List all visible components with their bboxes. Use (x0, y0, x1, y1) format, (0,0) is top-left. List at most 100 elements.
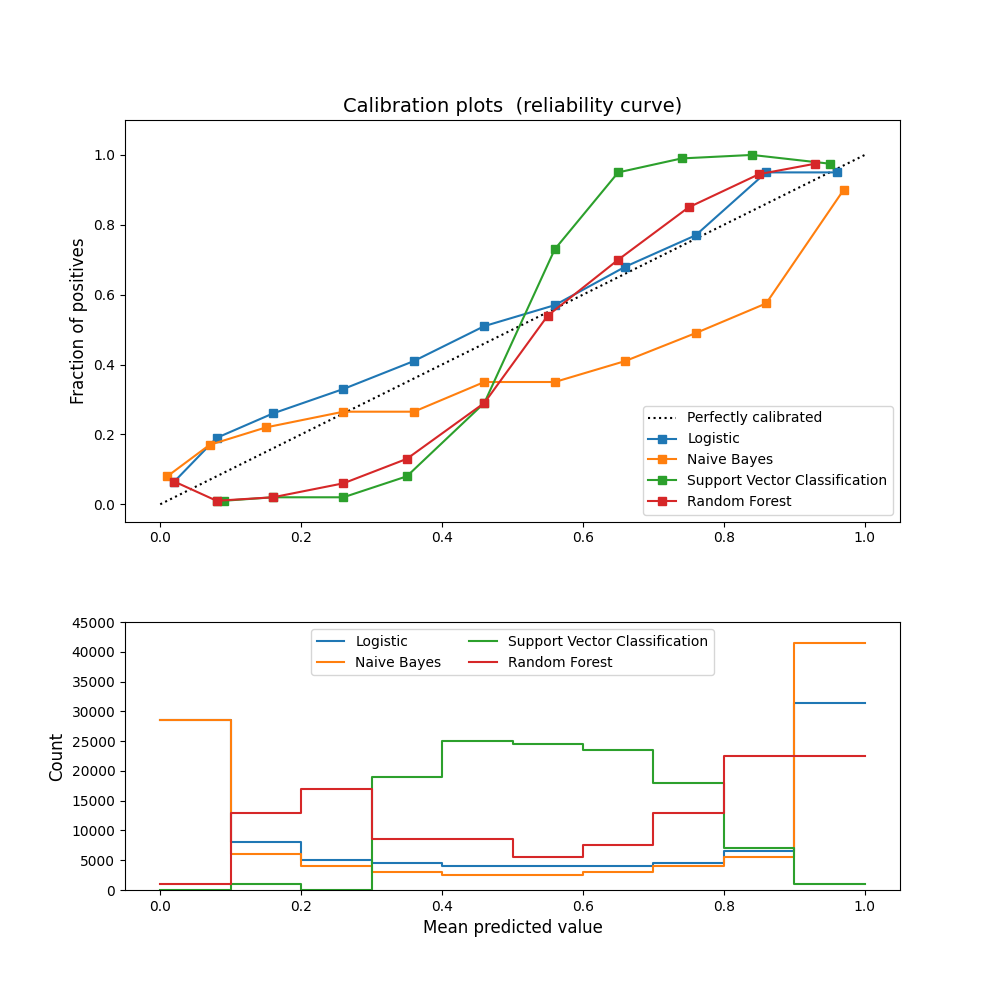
Logistic (225, 836, 237, 848)
Line: Random Forest: Random Forest (160, 756, 865, 884)
Random Forest (683, 201, 695, 213)
Naive Bayes (295, 848, 307, 860)
Title: Calibration plots  (reliability curve): Calibration plots (reliability curve) (343, 97, 682, 116)
Naive Bayes (295, 860, 307, 872)
Support Vector Classification (647, 744, 659, 756)
X-axis label: Mean predicted value: Mean predicted value (423, 919, 602, 937)
Random Forest (647, 807, 659, 819)
Naive Bayes (577, 866, 589, 878)
Support Vector Classification (612, 166, 624, 178)
Logistic (408, 355, 420, 367)
Random Forest (225, 807, 237, 819)
Random Forest (154, 878, 166, 890)
Support Vector Classification (225, 884, 237, 896)
Logistic (225, 714, 237, 726)
Logistic (718, 857, 730, 869)
Random Forest (788, 750, 800, 762)
Naive Bayes (619, 355, 631, 367)
Random Forest (577, 851, 589, 863)
Logistic (506, 860, 518, 872)
Naive Bayes (204, 439, 216, 451)
Naive Bayes (647, 860, 659, 872)
Line: Random Forest: Random Forest (170, 160, 820, 505)
Logistic (211, 432, 223, 444)
Logistic (718, 845, 730, 857)
Naive Bayes (366, 866, 378, 878)
Naive Bayes (506, 869, 518, 881)
Random Forest (542, 310, 554, 322)
Line: Naive Bayes: Naive Bayes (160, 643, 865, 875)
Naive Bayes (478, 376, 490, 388)
Support Vector Classification (824, 158, 836, 170)
Support Vector Classification (211, 495, 223, 507)
Naive Bayes (690, 327, 702, 339)
Logistic (577, 860, 589, 872)
Logistic (168, 476, 180, 488)
Legend: Logistic, Naive Bayes, Support Vector Classification, Random Forest: Logistic, Naive Bayes, Support Vector Cl… (311, 629, 714, 675)
Random Forest (366, 783, 378, 795)
Support Vector Classification (506, 738, 518, 750)
Naive Bayes (577, 869, 589, 881)
Logistic (859, 697, 871, 709)
Logistic (831, 166, 843, 178)
Random Forest (168, 476, 180, 488)
Naive Bayes (260, 421, 272, 433)
Random Forest (718, 807, 730, 819)
Logistic (436, 857, 448, 869)
Logistic (366, 857, 378, 869)
Line: Naive Bayes: Naive Bayes (163, 186, 848, 480)
Naive Bayes (436, 869, 448, 881)
Logistic (619, 261, 631, 273)
Support Vector Classification (478, 397, 490, 409)
Random Forest (436, 833, 448, 845)
Line: Support Vector Classification: Support Vector Classification (160, 741, 865, 890)
Support Vector Classification (295, 884, 307, 896)
Naive Bayes (366, 860, 378, 872)
Random Forest (436, 833, 448, 845)
Logistic (577, 860, 589, 872)
Line: Logistic: Logistic (160, 703, 865, 866)
Support Vector Classification (218, 495, 230, 507)
Logistic (788, 845, 800, 857)
Random Forest (753, 168, 765, 180)
Random Forest (506, 851, 518, 863)
Line: Logistic: Logistic (170, 168, 841, 486)
Naive Bayes (647, 866, 659, 878)
Support Vector Classification (718, 777, 730, 789)
Random Forest (295, 807, 307, 819)
Naive Bayes (506, 869, 518, 881)
Support Vector Classification (746, 149, 758, 161)
Support Vector Classification (859, 878, 871, 890)
Random Forest (506, 833, 518, 845)
Random Forest (647, 839, 659, 851)
Random Forest (225, 878, 237, 890)
Logistic (267, 407, 279, 419)
Legend: Perfectly calibrated, Logistic, Naive Bayes, Support Vector Classification, Rand: Perfectly calibrated, Logistic, Naive Ba… (643, 406, 893, 515)
Random Forest (718, 750, 730, 762)
Support Vector Classification (436, 735, 448, 747)
Logistic (549, 299, 561, 311)
Support Vector Classification (718, 842, 730, 854)
Naive Bayes (436, 866, 448, 878)
Naive Bayes (788, 851, 800, 863)
Logistic (154, 714, 166, 726)
Naive Bayes (760, 297, 772, 309)
Logistic (366, 854, 378, 866)
Naive Bayes (154, 714, 166, 726)
Support Vector Classification (366, 771, 378, 783)
Support Vector Classification (788, 878, 800, 890)
Random Forest (267, 491, 279, 503)
Support Vector Classification (154, 884, 166, 896)
Random Forest (295, 783, 307, 795)
Y-axis label: Count: Count (48, 732, 66, 781)
Logistic (436, 860, 448, 872)
Random Forest (612, 254, 624, 266)
Naive Bayes (337, 406, 349, 418)
Support Vector Classification (401, 470, 413, 482)
Logistic (647, 857, 659, 869)
Random Forest (401, 453, 413, 465)
Naive Bayes (838, 184, 850, 196)
Random Forest (809, 158, 821, 170)
Support Vector Classification (788, 842, 800, 854)
Random Forest (788, 750, 800, 762)
